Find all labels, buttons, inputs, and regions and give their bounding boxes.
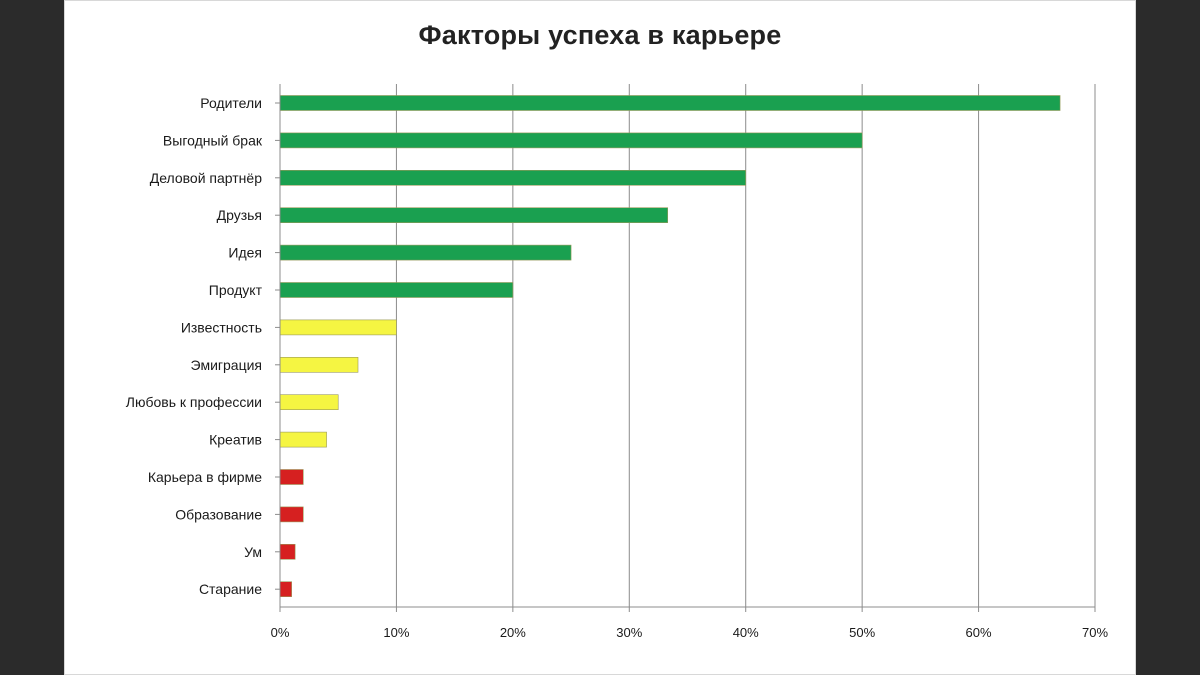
bar bbox=[279, 319, 397, 336]
bar bbox=[279, 394, 339, 411]
bar-chart: 0% 10% 20% 30% 40% 50% 60% 70% Родители Выгодный … bbox=[126, 84, 1108, 640]
chart-panel: Факторы успеха в карьере 0% 10% 20% 30% 40% 5… bbox=[64, 0, 1136, 675]
bar bbox=[279, 543, 296, 560]
x-tick-label: 70% bbox=[1082, 625, 1108, 640]
bar bbox=[279, 356, 359, 373]
category-label: Друзья bbox=[217, 207, 262, 223]
category-label: Образование bbox=[175, 506, 262, 522]
category-label: Родители bbox=[200, 95, 262, 111]
chart-title: Факторы успеха в карьере bbox=[418, 20, 782, 50]
x-tick-label: 60% bbox=[966, 625, 992, 640]
category-label: Деловой партнёр bbox=[150, 170, 262, 186]
category-label: Известность bbox=[181, 319, 262, 335]
bar bbox=[279, 170, 747, 186]
bar bbox=[279, 132, 863, 149]
x-tick-label: 30% bbox=[616, 625, 642, 640]
category-label: Старание bbox=[199, 581, 262, 597]
x-tick-label: 50% bbox=[849, 625, 875, 640]
bar bbox=[279, 244, 572, 261]
bar bbox=[279, 282, 514, 298]
category-label: Эмиграция bbox=[191, 357, 262, 373]
bar bbox=[279, 431, 327, 448]
category-label: Ум bbox=[244, 544, 262, 560]
category-label: Идея bbox=[228, 245, 262, 261]
x-tick-label: 20% bbox=[500, 625, 526, 640]
x-tick-label: 10% bbox=[383, 625, 409, 640]
category-label: Продукт bbox=[209, 282, 263, 298]
x-tick-label: 40% bbox=[733, 625, 759, 640]
x-tick-label: 0% bbox=[271, 625, 290, 640]
category-label: Карьера в фирме bbox=[148, 469, 262, 485]
bar bbox=[279, 581, 292, 598]
bar bbox=[279, 207, 669, 223]
bar bbox=[279, 95, 1061, 111]
category-label: Выгодный брак bbox=[163, 132, 263, 148]
bar bbox=[279, 506, 304, 523]
category-label: Креатив bbox=[209, 432, 262, 448]
category-label: Любовь к профессии bbox=[126, 394, 262, 410]
bar bbox=[279, 469, 304, 485]
